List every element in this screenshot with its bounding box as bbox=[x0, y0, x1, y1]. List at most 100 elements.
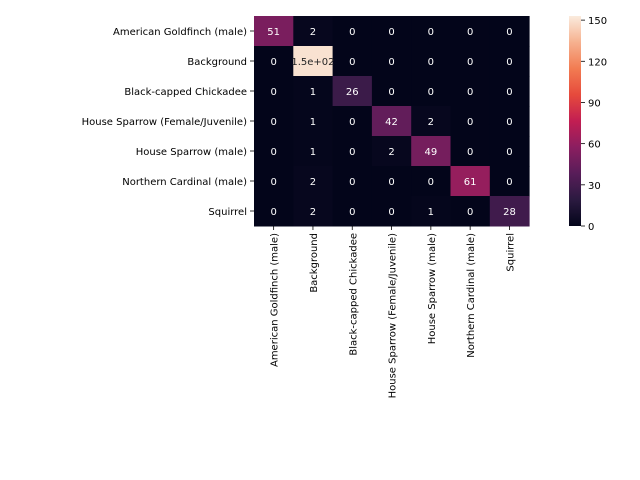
cell-value-label: 0 bbox=[349, 177, 355, 188]
y-tick-label: Squirrel bbox=[208, 207, 247, 218]
x-tick-label: House Sparrow (Female/Juvenile) bbox=[388, 233, 399, 398]
cell-value-label: 0 bbox=[428, 87, 434, 98]
heatmap-cell bbox=[450, 46, 491, 77]
heatmap-cell bbox=[332, 106, 373, 137]
colorbar-tick-label: 60 bbox=[588, 140, 601, 151]
heatmap-cell-labels: 51 2 0 0 0 0 0 0 1.5e+02 0 0 0 0 0 0 1 26 0 0 0 0 0 1 0 42 2 0 0 0 1 0… bbox=[267, 27, 516, 218]
cell-value-label: 0 bbox=[467, 207, 473, 218]
heatmap-cell bbox=[293, 196, 334, 227]
heatmap-cell bbox=[411, 16, 451, 47]
heatmap-cell bbox=[254, 106, 294, 137]
heatmap-cell bbox=[254, 16, 294, 47]
heatmap-cell bbox=[489, 136, 530, 167]
heatmap-cell bbox=[293, 76, 334, 107]
cell-value-label: 26 bbox=[346, 87, 359, 98]
colorbar-tick-label: 0 bbox=[588, 222, 594, 233]
heatmap-cell bbox=[411, 136, 451, 167]
heatmap-cell bbox=[411, 106, 451, 137]
cell-value-label: 0 bbox=[388, 27, 394, 38]
cell-value-label: 0 bbox=[349, 57, 355, 68]
colorbar-tick-label: 120 bbox=[588, 57, 607, 68]
cell-value-label: 1 bbox=[310, 117, 316, 128]
heatmap-cell bbox=[254, 76, 294, 107]
heatmap-cell bbox=[332, 166, 373, 197]
heatmap-cell bbox=[371, 106, 412, 137]
cell-value-label: 0 bbox=[388, 57, 394, 68]
cell-value-label: 42 bbox=[385, 117, 398, 128]
heatmap-cells bbox=[254, 16, 530, 227]
cell-value-label: 0 bbox=[270, 117, 276, 128]
heatmap-cell bbox=[450, 196, 491, 227]
x-tick-label: House Sparrow (male) bbox=[427, 233, 438, 344]
x-tick-label: American Goldfinch (male) bbox=[270, 233, 281, 367]
x-tick-label: Background bbox=[309, 233, 320, 293]
heatmap-cell bbox=[293, 106, 334, 137]
cell-value-label: 0 bbox=[506, 57, 512, 68]
colorbar-tick-label: 30 bbox=[588, 181, 601, 192]
heatmap-cell bbox=[332, 196, 373, 227]
y-tick-label: House Sparrow (male) bbox=[136, 147, 247, 158]
cell-value-label: 2 bbox=[310, 177, 316, 188]
cell-value-label: 0 bbox=[388, 207, 394, 218]
heatmap-cell bbox=[450, 166, 491, 197]
cell-value-label: 0 bbox=[270, 177, 276, 188]
cell-value-label: 1 bbox=[310, 147, 316, 158]
heatmap-cell bbox=[293, 46, 334, 77]
cell-value-label: 0 bbox=[428, 57, 434, 68]
heatmap-cell bbox=[254, 196, 294, 227]
colorbar-tick-label: 150 bbox=[588, 16, 607, 27]
heatmap-cell bbox=[371, 136, 412, 167]
heatmap-cell bbox=[293, 16, 334, 47]
colorbar-tick-label: 90 bbox=[588, 98, 601, 109]
cell-value-label: 0 bbox=[428, 27, 434, 38]
heatmap-cell bbox=[332, 46, 373, 77]
cell-value-label: 0 bbox=[467, 147, 473, 158]
cell-value-label: 0 bbox=[467, 27, 473, 38]
heatmap-cell bbox=[293, 166, 334, 197]
heatmap-cell bbox=[450, 136, 491, 167]
cell-value-label: 0 bbox=[467, 57, 473, 68]
cell-value-label: 0 bbox=[428, 177, 434, 188]
heatmap-cell bbox=[332, 16, 373, 47]
x-axis: American Goldfinch (male) Background Black… bbox=[270, 226, 516, 398]
cell-value-label: 61 bbox=[464, 177, 477, 188]
heatmap-cell bbox=[332, 136, 373, 167]
cell-value-label: 2 bbox=[310, 27, 316, 38]
heatmap-cell bbox=[371, 166, 412, 197]
heatmap-cell bbox=[489, 46, 530, 77]
heatmap-cell bbox=[450, 76, 491, 107]
heatmap-cell bbox=[332, 76, 373, 107]
cell-value-label: 51 bbox=[267, 27, 280, 38]
y-tick-label: Black-capped Chickadee bbox=[124, 87, 247, 98]
heatmap-cell bbox=[371, 16, 412, 47]
colorbar-gradient bbox=[569, 16, 581, 226]
colorbar: 0 30 60 90 120 150 bbox=[569, 16, 607, 233]
heatmap-cell bbox=[411, 46, 451, 77]
heatmap-cell bbox=[489, 76, 530, 107]
cell-value-label: 0 bbox=[349, 207, 355, 218]
heatmap-cell bbox=[411, 76, 451, 107]
heatmap-cell bbox=[411, 196, 451, 227]
cell-value-label: 1.5e+02 bbox=[291, 57, 334, 68]
cell-value-label: 0 bbox=[506, 27, 512, 38]
cell-value-label: 0 bbox=[388, 87, 394, 98]
cell-value-label: 0 bbox=[388, 177, 394, 188]
heatmap-cell bbox=[450, 16, 491, 47]
cell-value-label: 0 bbox=[506, 117, 512, 128]
cell-value-label: 0 bbox=[349, 117, 355, 128]
heatmap-cell bbox=[254, 136, 294, 167]
x-tick-label: Black-capped Chickadee bbox=[348, 233, 359, 356]
heatmap-cell bbox=[254, 166, 294, 197]
x-tick-label: Northern Cardinal (male) bbox=[466, 233, 477, 358]
cell-value-label: 2 bbox=[428, 117, 434, 128]
cell-value-label: 2 bbox=[388, 147, 394, 158]
cell-value-label: 0 bbox=[349, 27, 355, 38]
cell-value-label: 49 bbox=[424, 147, 437, 158]
cell-value-label: 0 bbox=[270, 147, 276, 158]
heatmap-cell bbox=[371, 196, 412, 227]
cell-value-label: 0 bbox=[506, 177, 512, 188]
y-axis: American Goldfinch (male) Background Black… bbox=[82, 27, 254, 218]
cell-value-label: 0 bbox=[506, 87, 512, 98]
cell-value-label: 0 bbox=[270, 207, 276, 218]
